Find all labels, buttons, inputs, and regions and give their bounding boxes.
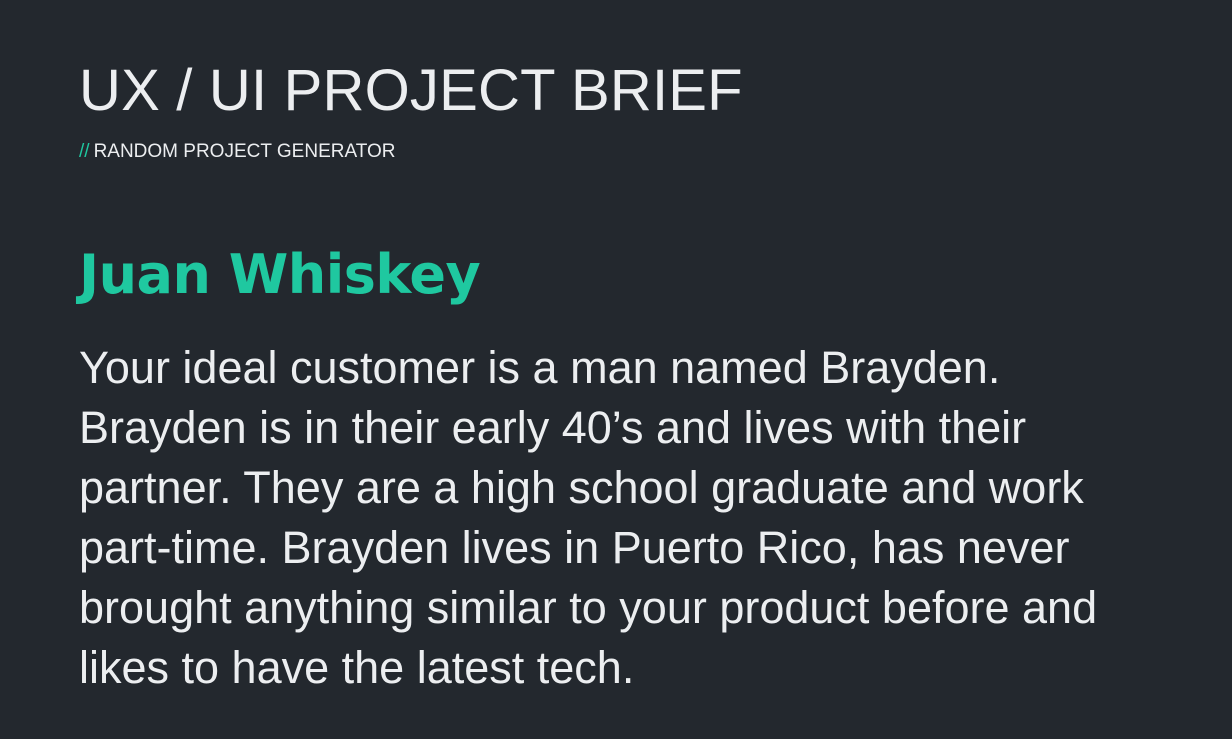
subtitle-prefix: // [79, 141, 90, 162]
subtitle-text: RANDOM PROJECT GENERATOR [93, 141, 396, 162]
brief-description: Your ideal customer is a man named Brayd… [79, 342, 1098, 693]
page-title: UX / UI PROJECT BRIEF [79, 58, 743, 123]
page-subtitle: //RANDOM PROJECT GENERATOR [79, 141, 395, 163]
company-name: Juan Whiskey [79, 243, 481, 306]
